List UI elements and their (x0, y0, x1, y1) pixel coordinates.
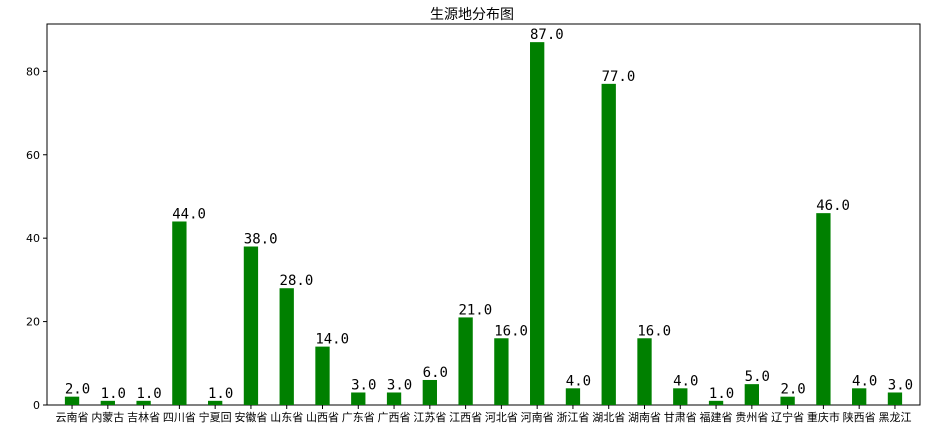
y-tick-label: 80 (26, 65, 40, 78)
x-tick-label: 山西省 (306, 411, 339, 424)
bar (494, 338, 509, 405)
data-label: 38.0 (244, 232, 278, 248)
bar (172, 221, 187, 405)
chart-title: 生源地分布图 (430, 7, 514, 23)
x-tick-label: 江西省 (449, 411, 482, 424)
bar (351, 392, 366, 405)
x-tick-label: 四川省 (163, 411, 196, 424)
x-tick-label: 安徽省 (234, 410, 267, 424)
data-label: 28.0 (280, 273, 314, 289)
y-tick-label: 40 (26, 232, 40, 245)
x-tick-label: 河南省 (521, 411, 554, 424)
bar (458, 317, 473, 405)
data-label: 16.0 (637, 323, 671, 339)
x-tick-label: 甘肃省 (664, 411, 697, 424)
plot-area: 020406080云南省2.0内蒙古1.0吉林省1.0四川省44.0宁夏回1.0… (26, 23, 921, 424)
data-label: 4.0 (852, 373, 877, 389)
x-tick-label: 湖南省 (628, 411, 661, 424)
x-tick-label: 辽宁省 (771, 410, 804, 424)
bar (243, 246, 259, 405)
data-label: 4.0 (673, 373, 698, 389)
x-tick-label: 湖北省 (592, 411, 625, 424)
bar (637, 338, 652, 405)
data-label: 2.0 (780, 382, 805, 398)
data-label: 2.0 (65, 382, 90, 398)
bar (315, 346, 330, 405)
x-tick-label: 浙江省 (556, 411, 589, 424)
bar (673, 388, 688, 405)
data-label: 5.0 (745, 369, 770, 385)
y-tick-label: 0 (33, 399, 40, 412)
x-tick-label: 广东省 (342, 411, 375, 424)
data-label: 77.0 (602, 69, 636, 85)
bar (64, 396, 80, 405)
x-tick-label: 重庆市 (807, 410, 840, 424)
bar (530, 42, 545, 406)
bar (816, 213, 831, 405)
bar (100, 400, 115, 405)
bar (422, 379, 437, 405)
x-tick-label: 贵州省 (735, 411, 768, 424)
data-label: 87.0 (530, 27, 564, 43)
bar (708, 400, 724, 405)
x-tick-label: 吉林省 (127, 410, 160, 424)
data-label: 1.0 (136, 386, 161, 402)
x-tick-label: 陕西省 (843, 410, 876, 424)
data-label: 3.0 (888, 377, 913, 393)
bar (780, 396, 795, 405)
plot-frame (46, 23, 921, 406)
x-tick-label: 广西省 (378, 411, 411, 424)
data-label: 1.0 (101, 386, 126, 402)
x-tick-label: 云南省 (56, 411, 89, 424)
x-tick-label: 宁夏回 (199, 410, 232, 424)
bar (386, 392, 402, 405)
x-tick-label: 黑龙江 (878, 411, 911, 424)
data-label: 3.0 (351, 377, 376, 393)
bar (744, 384, 759, 405)
x-tick-label: 山东省 (270, 411, 303, 424)
x-tick-label: 江苏省 (413, 411, 446, 424)
y-tick-label: 60 (26, 149, 40, 162)
data-label: 4.0 (566, 373, 591, 389)
data-label: 6.0 (423, 365, 448, 381)
bar (852, 388, 867, 405)
bar (887, 392, 903, 405)
bar (601, 83, 616, 405)
bar (136, 400, 151, 405)
y-tick-label: 20 (26, 316, 40, 329)
x-tick-label: 内蒙古 (91, 410, 124, 424)
data-label: 21.0 (458, 302, 492, 318)
data-label: 1.0 (709, 386, 734, 402)
x-tick-label: 河北省 (485, 411, 518, 424)
data-label: 44.0 (172, 206, 206, 222)
bar (565, 388, 581, 405)
data-label: 3.0 (387, 377, 412, 393)
data-label: 1.0 (208, 386, 233, 402)
x-tick-label: 福建省 (700, 410, 733, 424)
bar (208, 400, 223, 405)
data-label: 14.0 (315, 332, 349, 348)
data-label: 46.0 (816, 198, 850, 214)
bar (279, 288, 294, 405)
data-label: 16.0 (494, 323, 528, 339)
